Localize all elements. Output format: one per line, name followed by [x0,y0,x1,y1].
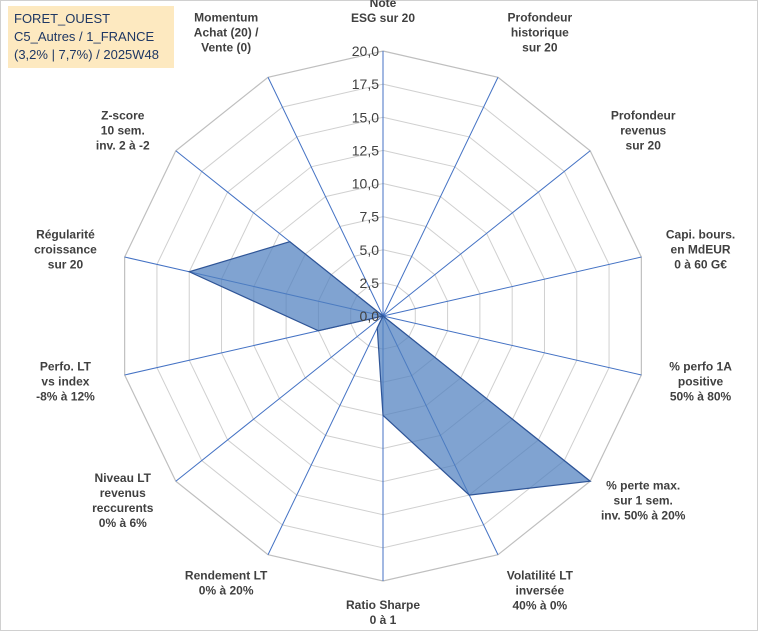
axis-label-line: Achat (20) / [194,25,259,39]
axis-spoke [267,315,384,555]
axis-label-line: ESG sur 20 [351,11,415,25]
axis-label-line: 0% à 6% [99,516,147,530]
title-line-3: (3,2% | 7,7%) / 2025W48 [14,47,160,62]
axis-label-line: sur 20 [626,138,662,152]
axis-label-line: Régularité [36,227,95,241]
axis-label-line: positive [678,375,724,389]
radar-series [187,240,592,496]
tick-label: 7,5 [360,209,380,225]
radar-axis-labels: Note ESG sur 20 Profondeur historique sur 20… [34,0,735,627]
tick-label: 15,0 [352,109,379,125]
tick-label: 5,0 [360,242,380,258]
tick-label: 20,0 [352,43,379,59]
axis-label: Rendement LT 0% à 20% [185,569,268,598]
axis-label-line: 0% à 20% [199,584,254,598]
axis-spoke [382,315,642,376]
axis-label-line: Profondeur [508,10,573,24]
axis-label: Ratio Sharpe 0 à 1 [346,598,420,627]
axis-label-line: Ratio Sharpe [346,598,420,612]
axis-spoke [267,77,384,317]
axis-label: Niveau LT revenus reccurents 0% à 6% [92,471,154,530]
axis-label-line: inversée [516,584,565,598]
axis-label-line: Momentum [194,10,258,24]
axis-label-line: Z-score [101,108,145,122]
axis-label-line: sur 20 [522,40,558,54]
axis-label-line: -8% à 12% [36,390,95,404]
tick-label: 0,0 [360,308,380,324]
axis-label-line: 50% à 80% [670,390,732,404]
axis-label: Profondeur revenus sur 20 [611,108,676,152]
tick-label: 12,5 [352,142,379,158]
axis-label-line: 10 sem. [101,123,145,137]
axis-spoke [175,315,384,482]
axis-label-line: vs index [41,375,89,389]
axis-label: Perfo. LT vs index -8% à 12% [36,360,95,404]
axis-label-line: Capi. bours. [666,227,735,241]
axis-label-line: Profondeur [611,108,676,122]
axis-label: % perfo 1A positive 50% à 80% [669,360,732,404]
axis-label: Note ESG sur 20 [351,0,415,25]
title-box: FORET_OUEST C5_Autres / 1_FRANCE (3,2% |… [8,6,174,68]
axis-label: Capi. bours. en MdEUR 0 à 60 G€ [666,227,735,271]
axis-label-line: 40% à 0% [513,599,568,613]
axis-spoke [382,150,591,317]
axis-label-line: revenus [620,123,666,137]
axis-label: Profondeur historique sur 20 [508,10,573,54]
axis-label-line: Volatilité LT [507,569,574,583]
axis-spoke [382,256,642,317]
axis-label-line: Note [370,0,397,10]
axis-label-line: Rendement LT [185,569,268,583]
axis-spoke [382,77,499,317]
axis-label-line: en MdEUR [671,242,731,256]
tick-label: 10,0 [352,176,379,192]
axis-label-line: 0 à 1 [370,613,397,627]
title-line-1: FORET_OUEST [14,11,111,26]
axis-label-line: Niveau LT [95,471,152,485]
axis-label: Momentum Achat (20) / Vente (0) [194,10,259,54]
axis-label-line: 0 à 60 G€ [674,257,727,271]
axis-label-line: croissance [34,242,97,256]
axis-label-line: inv. 2 à -2 [96,138,150,152]
axis-label: Volatilité LT inversée 40% à 0% [507,569,574,613]
axis-label: Régularité croissance sur 20 [34,227,97,271]
title-line-2: C5_Autres / 1_FRANCE [14,29,155,44]
axis-label-line: Vente (0) [201,40,251,54]
axis-label-line: reccurents [92,501,154,515]
tick-label: 2,5 [360,275,380,291]
axis-label-line: % perfo 1A [669,360,732,374]
axis-label-line: revenus [100,486,146,500]
axis-label: Z-score 10 sem. inv. 2 à -2 [96,108,150,152]
axis-label-line: Perfo. LT [40,360,92,374]
axis-label-line: sur 1 sem. [614,494,673,508]
axis-label: % perte max. sur 1 sem. inv. 50% à 20% [601,479,686,523]
series-area [187,240,592,496]
axis-label-line: sur 20 [48,257,84,271]
axis-label-line: inv. 50% à 20% [601,509,686,523]
axis-label-line: % perte max. [606,479,680,493]
tick-label: 17,5 [352,76,379,92]
radar-tick-labels: 0,0 2,5 5,0 7,5 10,0 12,5 15,0 17,5 20,0 [352,43,379,324]
axis-label-line: historique [511,25,569,39]
